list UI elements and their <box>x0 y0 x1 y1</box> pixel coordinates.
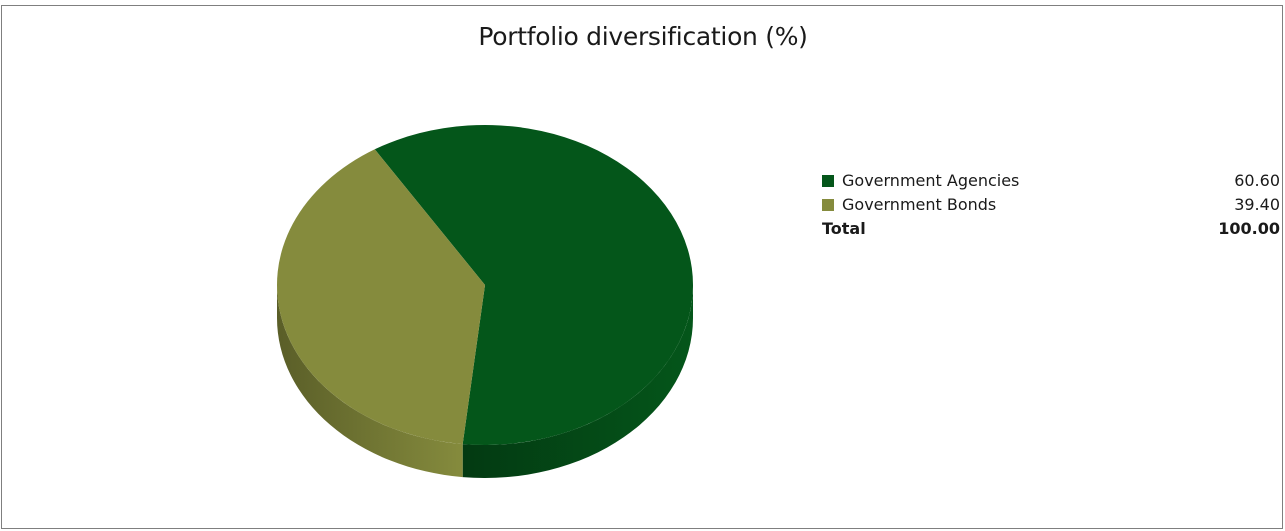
legend-swatch-government-bonds <box>822 199 834 211</box>
legend-total-label: Total <box>822 219 866 238</box>
legend-total-value: 100.00 <box>1218 219 1280 238</box>
legend-value: 60.60 <box>1234 171 1280 190</box>
pie-slice-side-government-bonds <box>277 285 463 478</box>
pie-slice-side-government-agencies <box>462 285 693 478</box>
legend-label: Government Agencies <box>842 171 1020 190</box>
legend-total: Total 100.00 <box>822 217 1280 241</box>
legend-item-government-bonds: Government Bonds 39.40 <box>822 193 1280 217</box>
legend-item-government-agencies: Government Agencies 60.60 <box>822 169 1280 193</box>
legend: Government Agencies 60.60 Government Bon… <box>822 169 1280 241</box>
legend-swatch-government-agencies <box>822 175 834 187</box>
chart-title: Portfolio diversification (%) <box>478 22 808 51</box>
pie-slice-government-agencies <box>374 125 694 446</box>
legend-label: Government Bonds <box>842 195 997 214</box>
legend-value: 39.40 <box>1234 195 1280 214</box>
chart-frame: Portfolio diversification (%) Government… <box>1 5 1283 529</box>
pie-slice-government-bonds <box>277 149 485 445</box>
pie-chart <box>277 125 694 478</box>
